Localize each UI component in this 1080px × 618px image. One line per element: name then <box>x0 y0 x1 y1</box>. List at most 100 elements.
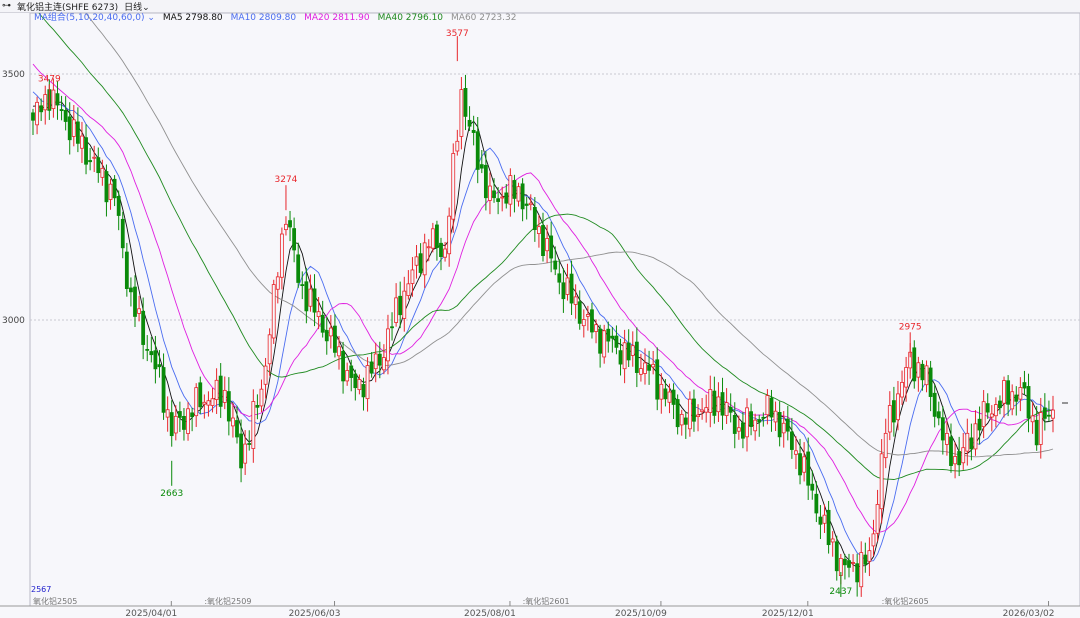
candle-body <box>190 412 195 418</box>
link-icon[interactable]: ⊶ <box>2 1 11 11</box>
candle-body <box>855 563 860 583</box>
candle <box>39 98 44 122</box>
candle-body <box>704 407 709 413</box>
candle <box>345 362 350 386</box>
candle <box>504 184 509 209</box>
candle <box>361 377 366 411</box>
candle-body <box>1006 380 1011 405</box>
candle <box>537 215 541 248</box>
candle <box>940 406 945 455</box>
candle <box>312 274 317 327</box>
candle <box>337 335 341 370</box>
candle <box>851 554 855 572</box>
candle-body <box>430 228 435 249</box>
candle <box>92 145 97 173</box>
period-dropdown[interactable]: 日线⌄ <box>124 2 150 13</box>
candle <box>75 107 80 153</box>
candle <box>749 403 753 436</box>
candle <box>353 369 358 401</box>
candle <box>231 403 235 438</box>
candle-body <box>120 218 125 249</box>
candle-body <box>985 403 990 413</box>
candle-body <box>300 284 305 287</box>
candle-body <box>614 335 619 348</box>
contract-switch-label: :氧化铝2509 <box>204 596 251 606</box>
y-tick-label: 3000 <box>2 316 25 326</box>
candle <box>386 314 390 375</box>
extreme-high-label: 2975 <box>899 322 922 332</box>
candle <box>288 210 292 242</box>
candle-body <box>263 365 268 385</box>
candle <box>802 442 807 482</box>
instrument-title[interactable]: 氧化铝主连(SHFE 6273) <box>17 2 119 13</box>
candle-body <box>814 493 819 514</box>
candle-body <box>928 367 933 397</box>
extreme-high-label: 3479 <box>38 74 61 84</box>
ma20-line <box>32 63 1054 534</box>
candle <box>924 360 929 393</box>
candle-body <box>965 432 970 452</box>
candle-body <box>279 233 284 278</box>
candle <box>985 393 990 419</box>
candle-body <box>598 328 603 354</box>
candle-body <box>345 370 350 382</box>
candle-body <box>471 129 476 133</box>
candle <box>31 108 35 136</box>
x-tick-label: 2025/08/01 <box>464 609 516 618</box>
candle <box>145 335 150 362</box>
candle <box>610 327 615 353</box>
candle-body <box>173 415 178 434</box>
candle-body <box>708 389 713 413</box>
candle-body <box>532 206 537 231</box>
candle-body <box>998 400 1002 409</box>
candle <box>920 360 925 391</box>
candle <box>422 233 427 289</box>
candle <box>904 356 909 402</box>
candle <box>418 243 423 277</box>
candle-body <box>55 93 60 106</box>
candle-body <box>883 432 888 459</box>
candle-body <box>243 443 248 464</box>
candle <box>794 436 798 470</box>
candle <box>300 271 305 300</box>
candle-body <box>655 359 660 400</box>
candle <box>708 375 713 428</box>
candle-body <box>422 242 427 276</box>
candle <box>916 356 921 392</box>
candle <box>867 537 872 577</box>
candle-body <box>288 220 292 228</box>
x-tick-label: 2025/12/01 <box>762 609 814 618</box>
candle <box>736 415 741 440</box>
candle-body <box>251 401 256 449</box>
candle-body <box>590 309 594 333</box>
ma-group-dropdown[interactable]: MA组合(5,10,20,40,60,0) ⌄ <box>34 13 155 23</box>
candle-body <box>75 121 80 144</box>
candle <box>1002 376 1006 418</box>
candle <box>390 312 394 341</box>
candle <box>447 207 452 267</box>
candle-body <box>231 417 235 427</box>
extreme-low-label: 2437 <box>829 587 852 597</box>
candle-body <box>341 350 345 382</box>
candle <box>488 172 492 215</box>
candle <box>320 300 325 338</box>
candle <box>190 407 195 432</box>
candle <box>957 436 962 477</box>
candle <box>834 535 839 581</box>
legend-ma20: MA20 2811.90 <box>304 13 370 23</box>
candle-body <box>92 156 97 159</box>
candle-body <box>643 362 647 374</box>
candle-body <box>537 226 541 234</box>
candle-body <box>818 516 823 525</box>
contract-switch-label: 氧化铝2505 <box>33 596 77 606</box>
x-tick-label: 2026/03/02 <box>1003 609 1055 618</box>
candle <box>435 220 439 261</box>
candle <box>365 357 370 412</box>
candle <box>1038 397 1043 459</box>
candle-body <box>59 109 64 112</box>
candle-body <box>585 314 590 317</box>
candle <box>1010 384 1015 416</box>
candle <box>153 335 158 384</box>
candle-body <box>977 418 982 431</box>
